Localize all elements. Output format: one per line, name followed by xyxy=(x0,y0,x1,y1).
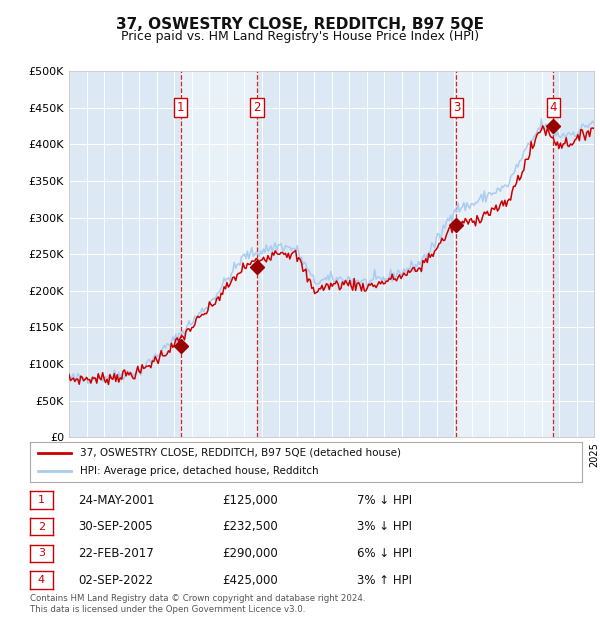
Text: Contains HM Land Registry data © Crown copyright and database right 2024.: Contains HM Land Registry data © Crown c… xyxy=(30,593,365,603)
Text: 22-FEB-2017: 22-FEB-2017 xyxy=(78,547,154,560)
Text: 30-SEP-2005: 30-SEP-2005 xyxy=(78,520,152,533)
Text: 6% ↓ HPI: 6% ↓ HPI xyxy=(357,547,412,560)
Text: HPI: Average price, detached house, Redditch: HPI: Average price, detached house, Redd… xyxy=(80,466,319,477)
Text: 4: 4 xyxy=(550,102,557,114)
Bar xyxy=(457,71,553,437)
Text: £232,500: £232,500 xyxy=(222,520,278,533)
Text: Price paid vs. HM Land Registry's House Price Index (HPI): Price paid vs. HM Land Registry's House … xyxy=(121,30,479,43)
Text: £290,000: £290,000 xyxy=(222,547,278,560)
Text: 02-SEP-2022: 02-SEP-2022 xyxy=(78,574,153,587)
Text: 37, OSWESTRY CLOSE, REDDITCH, B97 5QE (detached house): 37, OSWESTRY CLOSE, REDDITCH, B97 5QE (d… xyxy=(80,448,401,458)
Text: £125,000: £125,000 xyxy=(222,494,278,507)
Text: 3: 3 xyxy=(453,102,460,114)
Text: 7% ↓ HPI: 7% ↓ HPI xyxy=(357,494,412,507)
Bar xyxy=(181,71,257,437)
Text: 2: 2 xyxy=(253,102,261,114)
Text: 4: 4 xyxy=(38,575,45,585)
Text: £425,000: £425,000 xyxy=(222,574,278,587)
Text: 3% ↑ HPI: 3% ↑ HPI xyxy=(357,574,412,587)
Text: 1: 1 xyxy=(177,102,184,114)
Text: 3: 3 xyxy=(38,548,45,559)
Text: This data is licensed under the Open Government Licence v3.0.: This data is licensed under the Open Gov… xyxy=(30,604,305,614)
Text: 3% ↓ HPI: 3% ↓ HPI xyxy=(357,520,412,533)
Text: 1: 1 xyxy=(38,495,45,505)
Text: 2: 2 xyxy=(38,521,45,532)
Text: 24-MAY-2001: 24-MAY-2001 xyxy=(78,494,155,507)
Text: 37, OSWESTRY CLOSE, REDDITCH, B97 5QE: 37, OSWESTRY CLOSE, REDDITCH, B97 5QE xyxy=(116,17,484,32)
